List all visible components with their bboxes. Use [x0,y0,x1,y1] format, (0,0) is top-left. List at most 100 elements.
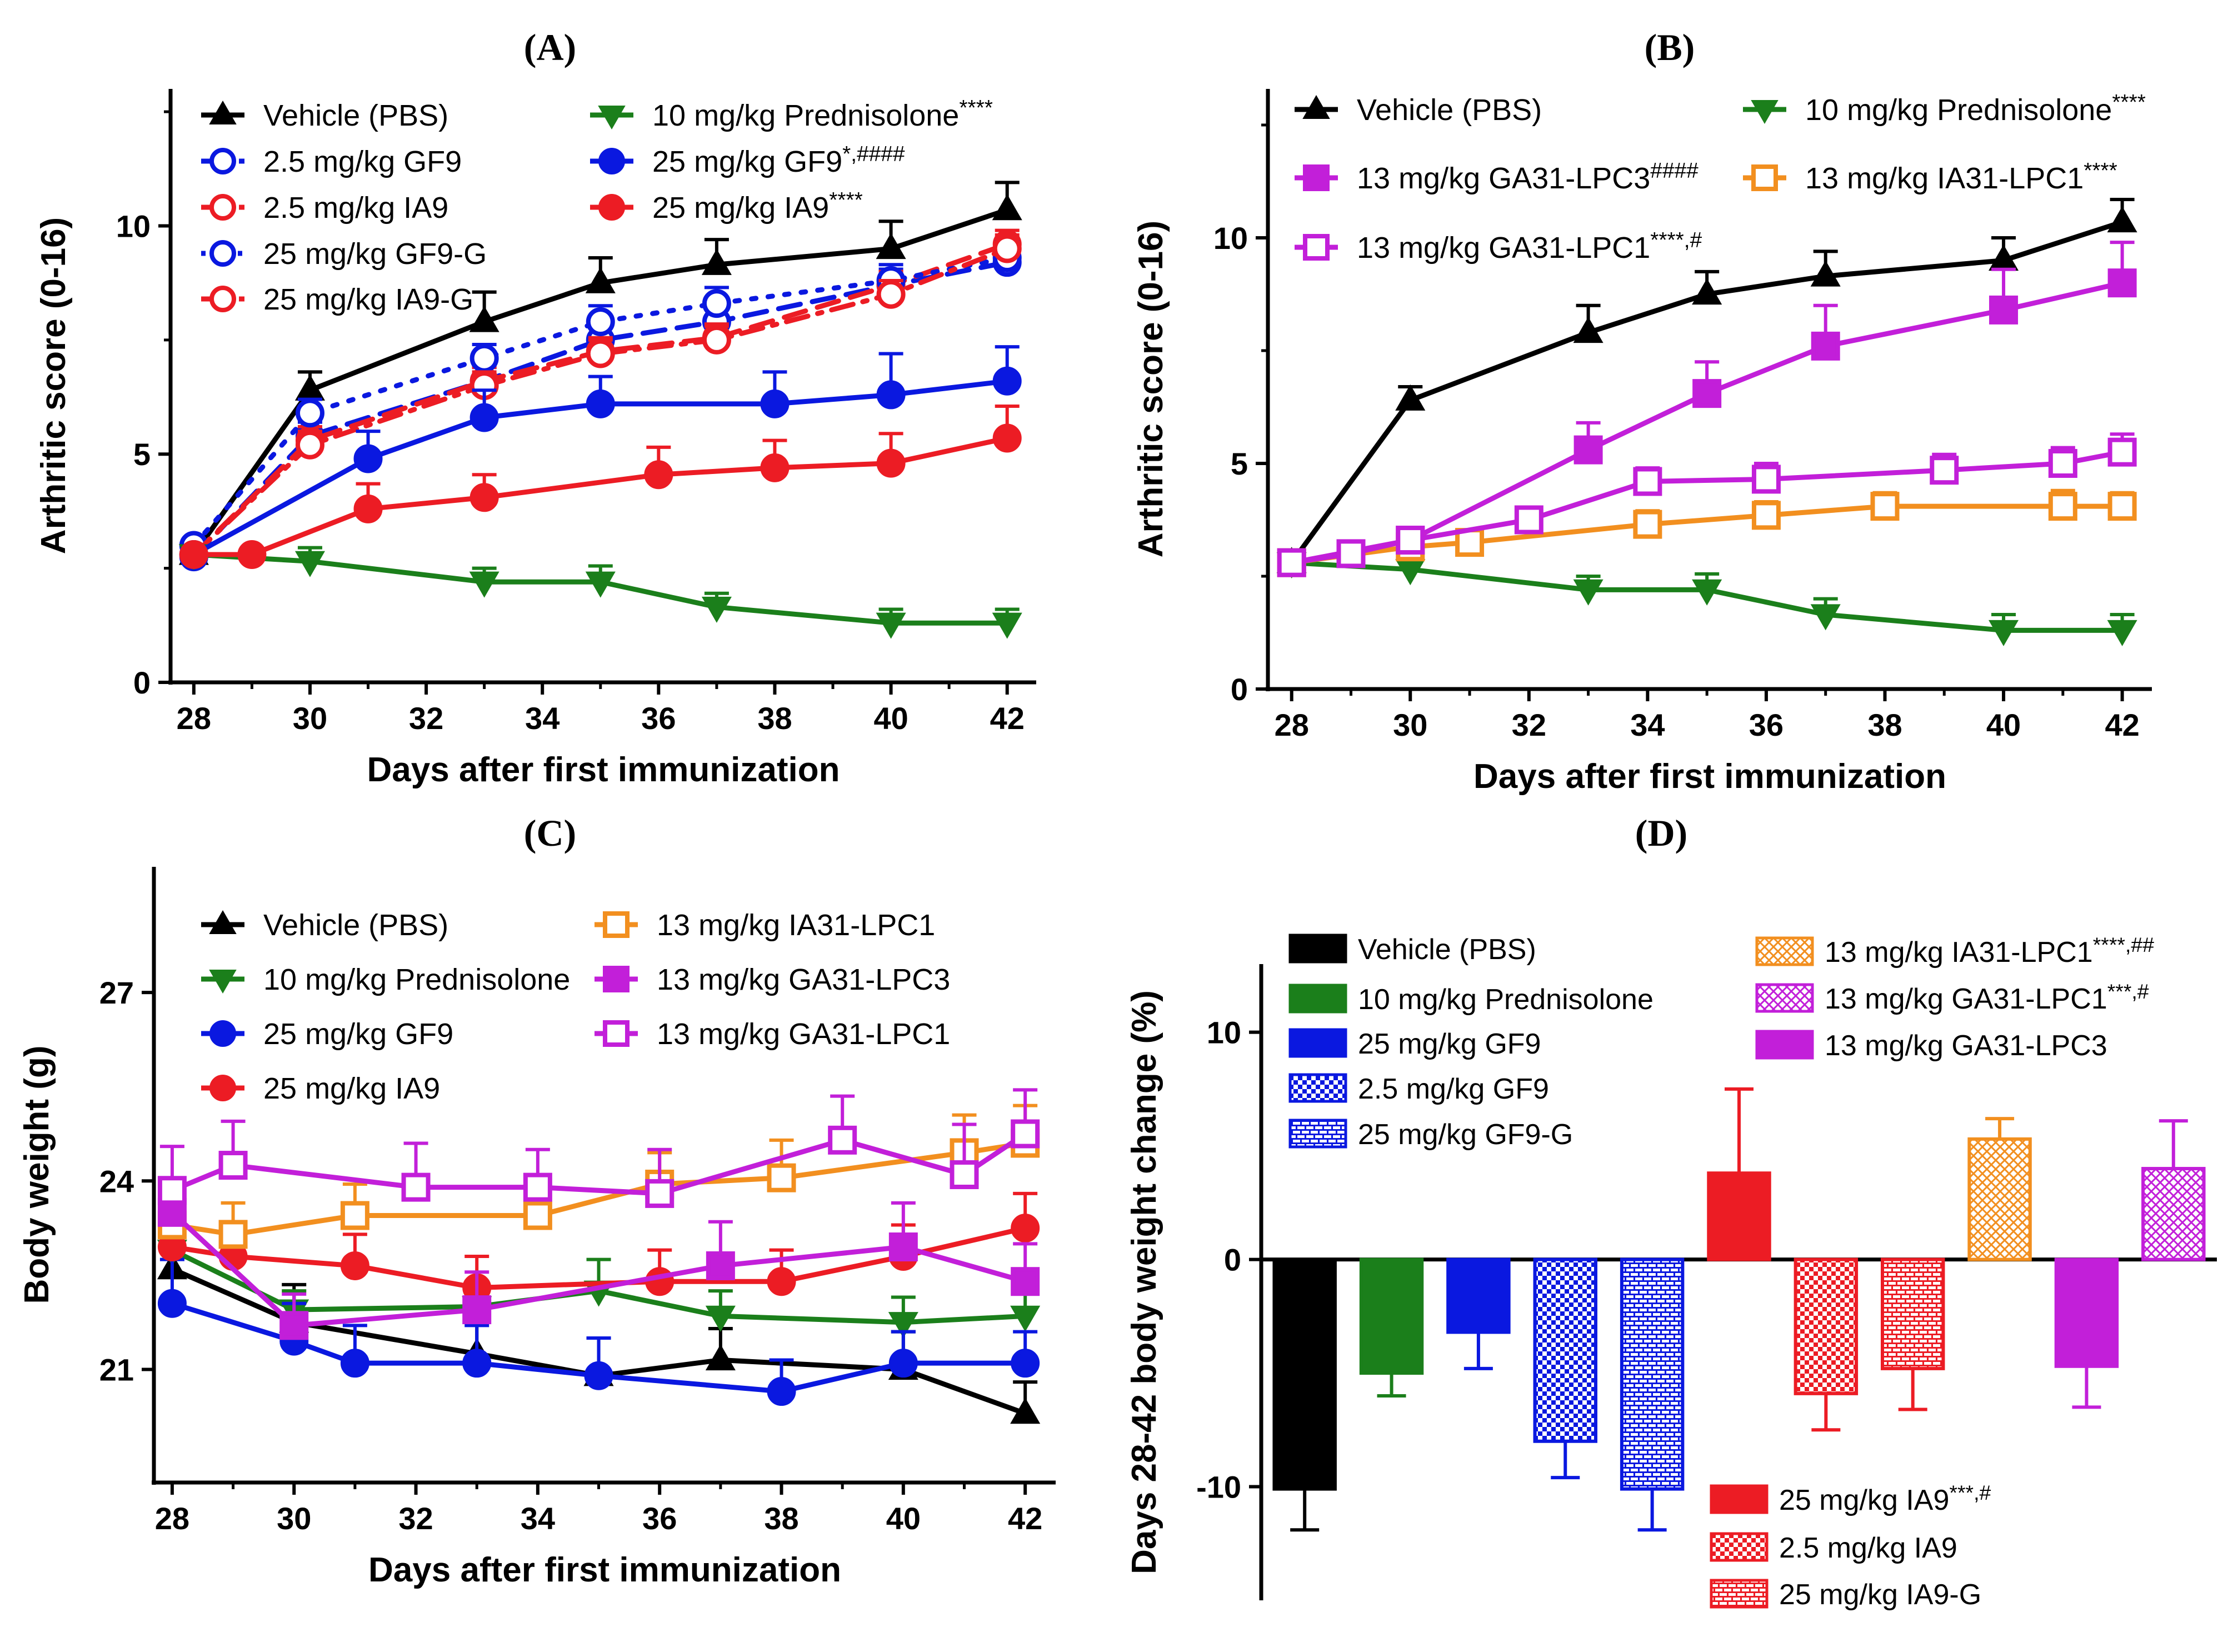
y-tick-label: 10 [1213,221,1248,256]
y-tick-label: 0 [1224,1242,1241,1277]
legend-entry-25-mg-kg-ia9: 25 mg/kg IA9 [201,1072,440,1105]
y-axis-title: Arthritic score (0-16) [1132,221,1170,557]
data-point [1011,1267,1040,1296]
legend: Vehicle (PBS) 10 mg/kg Prednisolone 25 mg/… [201,909,950,1105]
legend-entry-25-mg-kg-ia9: 25 mg/kg IA9***,# [1710,1481,1991,1516]
bar [1620,1257,1685,1491]
bar [2054,1257,2119,1368]
axes: 28 30 32 34 36 38 40 42 21 24 27 Days after first i… [18,867,1056,1589]
bar-13-mg-kg-ia31-lpc1 [1967,1117,2032,1261]
legend-label: 13 mg/kg GA31-LPC1****,# [1357,228,1702,264]
x-tick-label: 30 [293,701,327,736]
data-point [401,1172,431,1202]
data-point [1751,465,1781,494]
series-line [169,1131,1028,1196]
data-point [767,1163,796,1192]
legend-label: 13 mg/kg IA31-LPC1 [657,909,935,942]
bar-25-mg-kg-ia9-g [1881,1257,1945,1411]
axes: 28 30 32 34 36 38 40 42 0 5 10 Days after first imm… [34,89,1036,789]
legend-swatch [1755,936,1814,966]
legend-swatch [1710,1532,1769,1562]
data-point [1514,505,1543,535]
bar-25-mg-kg-gf9 [1446,1257,1511,1370]
data-point [992,194,1022,221]
data-point [179,540,208,569]
series-13-mg-kg-ga31-lpc1 [157,1088,1040,1208]
legend-marker [209,194,236,221]
x-axis-title: Days after first immunization [368,1551,841,1589]
data-point [760,389,790,418]
legend-entry-13-mg-kg-ga31-lpc1: 13 mg/kg GA31-LPC1***,# [1755,980,2149,1015]
x-tick-label: 36 [641,701,676,736]
data-point [2048,448,2077,478]
legend-swatch [1288,1119,1347,1149]
data-point [992,423,1022,453]
series-10-mg-kg-prednisolone [178,544,1022,639]
data-point [157,1289,187,1318]
legend-entry-10-mg-kg-prednisolone: 10 mg/kg Prednisolone**** [1743,91,2146,127]
legend-entry-13-mg-kg-ga31-lpc3: 13 mg/kg GA31-LPC3 [595,963,950,996]
legend-label: 25 mg/kg GF9-G [1358,1119,1573,1151]
data-point [586,339,615,368]
data-point [1011,1349,1040,1378]
series-13-mg-kg-ga31-lpc1 [1277,432,2137,577]
bar [1359,1257,1424,1375]
data-point [523,1201,552,1230]
bar-13-mg-kg-ga31-lpc3 [2054,1257,2119,1409]
legend-marker [209,910,237,934]
data-point [1989,295,2019,325]
data-point [218,1220,248,1249]
y-tick-label: 5 [133,437,151,472]
series-vehicle-pbs [1276,197,2137,573]
data-point [1930,456,1959,485]
series-25-mg-kg-ia9-g [179,233,1022,569]
legend-label: 13 mg/kg GA31-LPC3#### [1357,159,1699,195]
legend-entry-25-mg-kg-gf9: 25 mg/kg GF9 [1288,1028,1541,1060]
legend-swatch [1710,1484,1769,1514]
data-point [584,1361,613,1390]
x-tick-label: 40 [1986,707,2021,742]
data-point [469,483,499,512]
legend-label: 13 mg/kg IA31-LPC1****,## [1825,933,2154,969]
x-tick-label: 40 [873,701,908,736]
bar-10-mg-kg-prednisolone [1359,1257,1424,1398]
data-point [1810,604,1841,631]
data-point [1692,278,1722,305]
panel-title: (B) [1645,26,1695,68]
x-tick-label: 38 [757,701,792,736]
data-point [701,248,732,275]
legend-label: 25 mg/kg GF9 [1358,1028,1541,1060]
data-point [2048,492,2077,521]
panel-d-chart: (D) -10 0 10 Days 28-42 body weight change (… [1125,812,2217,1611]
data-point [992,366,1022,396]
bar [1707,1171,1771,1261]
bar [1967,1137,2032,1261]
legend: Vehicle (PBS) 10 mg/kg Prednisolone 25 mg/… [1288,933,2154,1611]
legend-entry-10-mg-kg-prednisolone: 10 mg/kg Prednisolone [1288,984,1653,1016]
x-axis-title: Days after first immunization [367,751,840,789]
data-point [1010,1398,1041,1424]
legend-entry-2-5-mg-kg-ia9: 2.5 mg/kg IA9 [1710,1532,1957,1564]
legend-label: 13 mg/kg GA31-LPC3 [1825,1030,2107,1062]
panel-title: (A) [524,26,576,68]
data-point [469,571,499,598]
bar-2-5-mg-kg-gf9 [1533,1257,1597,1480]
series-line [191,435,1010,557]
legend-label: 2.5 mg/kg GF9 [263,145,462,178]
legend-entry-vehicle-pbs: Vehicle (PBS) [1288,934,1536,966]
data-point [888,1312,918,1339]
legend-entry-vehicle-pbs: Vehicle (PBS) [201,909,448,942]
legend-entry-13-mg-kg-ia31-lpc1: 13 mg/kg IA31-LPC1**** [1743,159,2117,195]
bar-2-5-mg-kg-ia9 [1794,1257,1859,1432]
bar [1881,1257,1945,1370]
legend-marker [598,106,626,130]
data-point [992,234,1022,263]
data-point [645,1179,675,1208]
bar-25-mg-kg-ia9 [1707,1087,1771,1261]
legend-entry-13-mg-kg-ga31-lpc3: 13 mg/kg GA31-LPC3#### [1295,159,1699,195]
legend-entry-13-mg-kg-ia31-lpc1: 13 mg/kg IA31-LPC1****,## [1755,933,2154,969]
legend-entry-vehicle-pbs: Vehicle (PBS) [1295,93,1542,127]
data-point [828,1125,857,1155]
legend-label: Vehicle (PBS) [1357,93,1542,127]
